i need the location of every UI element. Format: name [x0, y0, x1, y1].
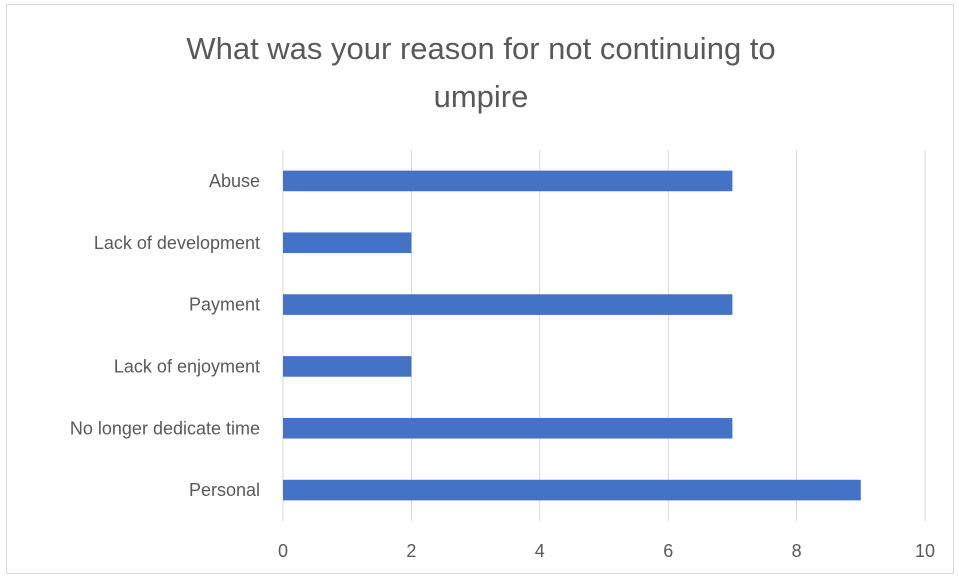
bar	[283, 170, 733, 192]
category-labels: Abuse Lack of development Payment Lack of e…	[70, 171, 260, 500]
gridlines	[282, 150, 926, 521]
bar	[283, 479, 861, 501]
bar	[283, 356, 412, 377]
bar	[283, 417, 733, 439]
category-label: Abuse	[209, 171, 260, 191]
x-tick-label: 8	[792, 541, 802, 561]
category-label: Personal	[189, 480, 260, 500]
x-tick-label: 2	[406, 541, 416, 561]
category-label: No longer dedicate time	[70, 418, 260, 438]
bars	[283, 170, 861, 501]
x-tick-label: 0	[278, 541, 288, 561]
x-tick-label: 6	[663, 541, 673, 561]
chart-frame	[6, 4, 954, 574]
chart-title: What was your reason for not continuing …	[186, 31, 775, 114]
bar	[283, 294, 733, 315]
category-label: Lack of development	[94, 233, 260, 253]
category-label: Lack of enjoyment	[114, 356, 260, 376]
chart-title-line-2: umpire	[434, 79, 529, 114]
bar	[283, 232, 412, 254]
chart-title-line-1: What was your reason for not continuing …	[186, 31, 775, 66]
x-tick-label: 10	[915, 541, 935, 561]
x-tick-label: 4	[535, 541, 545, 561]
x-axis-tick-labels: 0 2 4 6 8 10	[278, 541, 935, 561]
category-label: Payment	[189, 295, 260, 315]
